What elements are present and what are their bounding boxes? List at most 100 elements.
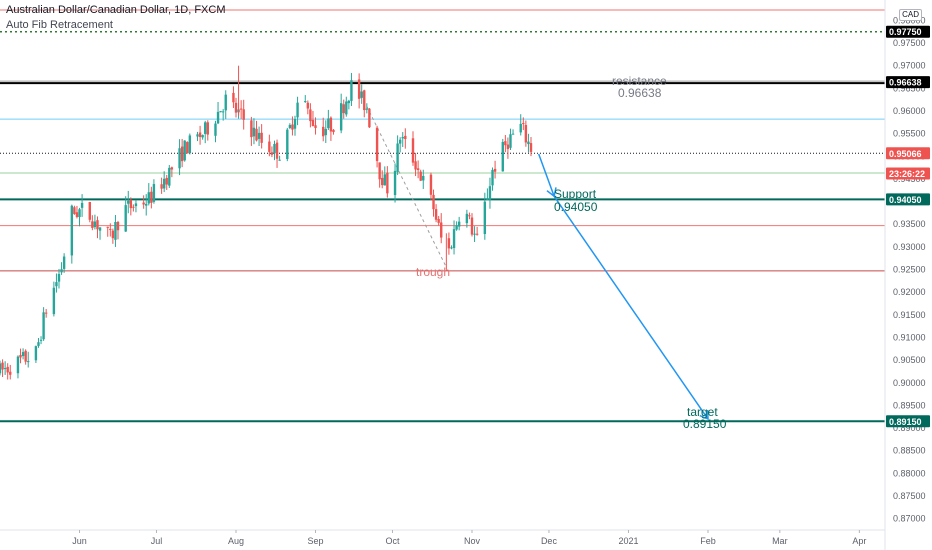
candle-body (168, 167, 171, 186)
time-tick-label: Aug (228, 536, 244, 546)
candle-body (470, 217, 474, 235)
candle-body (414, 161, 417, 170)
candle-body (396, 143, 399, 172)
time-tick-label: Nov (464, 536, 481, 546)
candle-body (60, 269, 63, 273)
price-label-text: 23:26:22 (889, 169, 925, 179)
candle-body (147, 192, 150, 204)
candle-body (70, 205, 74, 256)
candle-body (78, 209, 81, 218)
candle-body (314, 125, 317, 128)
candle-body (180, 146, 184, 162)
candle-body (486, 198, 489, 200)
candle-body (142, 202, 145, 205)
candle-body (19, 355, 22, 358)
candle-body (275, 142, 279, 159)
candle-body (506, 144, 510, 150)
candle-body (96, 220, 99, 230)
candle-body (145, 203, 148, 206)
candle-body (160, 184, 163, 189)
candle-body (162, 178, 166, 189)
candle-body (239, 108, 243, 110)
candle-body (342, 104, 345, 114)
target-value: 0.89150 (683, 417, 727, 431)
candle-body (322, 126, 325, 137)
candle-body (134, 203, 138, 207)
time-tick-label: Dec (541, 536, 558, 546)
candle-body (291, 124, 294, 130)
price-label-text: 0.97750 (889, 27, 922, 37)
candle-body (483, 201, 487, 235)
candle-body (288, 124, 292, 129)
candle-body (98, 227, 102, 231)
candle-body (465, 213, 469, 224)
candle-body (206, 122, 209, 135)
candle-body (475, 233, 479, 235)
candle-body (234, 102, 238, 113)
candle-body (378, 162, 381, 180)
candle-body (273, 144, 276, 154)
candle-body (457, 221, 461, 227)
price-label-box (886, 415, 930, 428)
indicator-name[interactable]: Auto Fib Retracement (6, 19, 113, 31)
candle-body (339, 103, 343, 131)
candle-body (127, 200, 130, 204)
candle-body (440, 222, 443, 238)
candle-body (183, 140, 186, 161)
candle-body (363, 90, 366, 111)
candle-body (216, 111, 220, 124)
candle-body (124, 205, 127, 232)
price-label-text: 0.94050 (889, 195, 922, 205)
candle-body (311, 119, 315, 126)
candle-body (429, 174, 433, 195)
candle-body (196, 134, 199, 137)
candle-body (375, 127, 379, 162)
candle-body (491, 169, 494, 186)
candle-body (381, 177, 384, 186)
candle-body (278, 159, 281, 161)
candle-body (3, 368, 7, 370)
price-label-box (886, 193, 930, 206)
time-axis[interactable]: Jun Jul Aug Sep Oct Nov Dec 2021 Feb Mar Apr (0, 529, 885, 546)
candle-body (437, 219, 440, 223)
support-label: Support (554, 187, 597, 201)
support-value: 0.94050 (554, 200, 598, 214)
candle-body (27, 361, 30, 363)
candle-body (1, 362, 4, 370)
candle-body (91, 221, 94, 228)
price-tick-label: 0.92500 (893, 265, 926, 275)
time-tick-label: Sep (308, 536, 324, 546)
candle-body (398, 139, 402, 144)
candle-body (80, 202, 84, 208)
price-tick-label: 0.95500 (893, 129, 926, 139)
candle-body (39, 339, 43, 341)
time-tick-label: Apr (852, 536, 866, 546)
price-tick-label: 0.96500 (893, 83, 926, 93)
candle-body (386, 172, 389, 194)
candle-body (178, 148, 181, 169)
candle-body (488, 186, 492, 200)
candle-body (522, 123, 525, 125)
symbol-title[interactable]: Australian Dollar/Canadian Dollar, 1D, F… (6, 4, 226, 16)
candle-body (404, 135, 407, 140)
candle-body (255, 128, 258, 141)
time-tick-label: Oct (385, 536, 400, 546)
candle-body (132, 206, 135, 208)
currency-badge[interactable]: CAD (899, 9, 922, 21)
candle-body (473, 233, 476, 235)
candle-body (114, 222, 117, 240)
candle-body (44, 312, 48, 314)
candle-body (493, 168, 497, 172)
candle-body (42, 312, 45, 340)
candle-body (21, 352, 25, 357)
candle-body (73, 207, 76, 215)
projection-arrows (537, 153, 709, 421)
candle-body (524, 124, 528, 143)
price-label-text: 0.96638 (889, 78, 922, 88)
projection-arrow-segment (537, 153, 555, 197)
candle-body (106, 226, 109, 228)
candle-body (214, 123, 217, 136)
candle-body (304, 101, 307, 103)
